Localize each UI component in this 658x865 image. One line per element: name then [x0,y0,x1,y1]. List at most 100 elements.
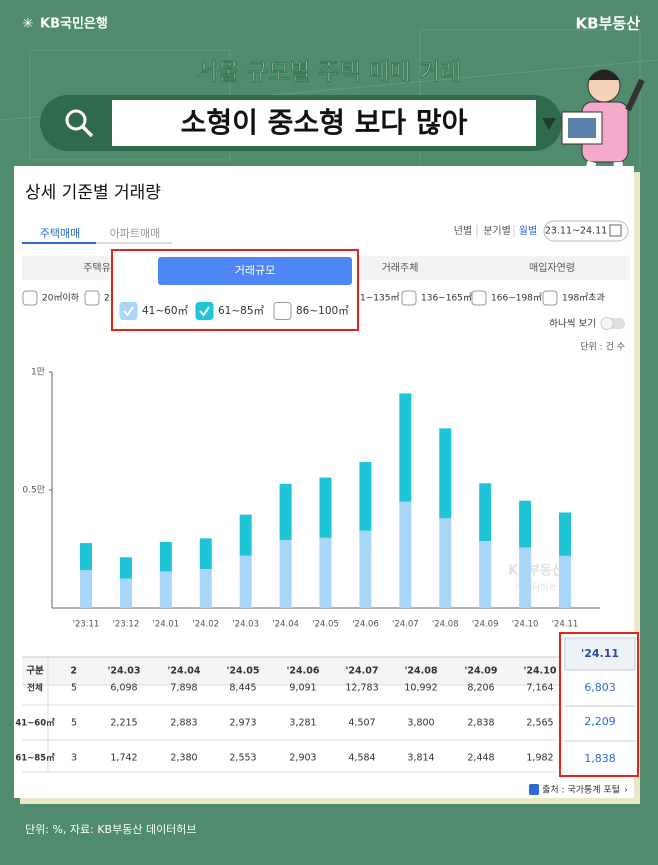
table-cell: 3,281 [289,718,316,729]
table-cell: 10,992 [404,683,437,694]
table-row-label: 전체 [27,683,43,694]
filter-tab-label: 거래규모 [235,264,275,277]
bar-segment [159,541,172,572]
table-cell: 3 [71,753,77,764]
table-cell: 1,742 [110,753,137,764]
x-tick-label: '24.03 [232,620,259,630]
period[interactable]: 년별 [454,225,472,237]
checkbox-label: 136~165㎡ [421,293,472,304]
table-cell: 4,584 [348,753,375,764]
checkbox[interactable] [542,290,558,306]
table-cell: 8,445 [229,683,256,694]
bar-segment [359,462,372,531]
watermark: KB부동산 [508,563,564,579]
x-tick-label: '24.09 [472,620,499,630]
x-tick-label: '24.02 [192,620,219,630]
table-row-label: 61~85㎡ [15,753,55,764]
bar-segment [319,477,332,538]
bar-segment [319,537,332,608]
checkmark [199,306,210,317]
bar-segment [559,555,571,608]
bar-segment [159,571,172,608]
search-icon [65,109,87,131]
bar-segment [399,393,412,502]
bar-segment [359,530,372,608]
checkbox[interactable] [22,290,38,306]
checkbox[interactable] [84,290,100,306]
checkbox-label: 41~60㎡ [142,305,189,317]
bar-segment [119,557,132,579]
calendar-icon [609,224,622,237]
headline: 소형이 중소형 보다 많아 [181,106,468,139]
table-header: '24.05 [227,666,260,677]
table-cell: 2,209 [584,715,616,728]
checkbox-label: 1~135㎡ [360,293,399,304]
source-icon [529,784,539,795]
period[interactable]: 분기별 [483,225,511,237]
x-tick-label: '24.06 [352,620,379,630]
table-cell: 2,565 [526,718,553,729]
dropdown-arrow [542,118,556,130]
tab[interactable]: 주택매매 [40,227,80,240]
bar-segment [439,428,452,519]
source[interactable]: 출처 : 국가통계 포털 [542,784,620,796]
x-tick-label: '24.08 [432,620,459,630]
page-title: 서울 규모별 주택 매매 거래 [197,60,462,86]
bar-segment [479,541,492,608]
y-tick-label: 0.5만 [22,485,45,496]
checkbox-label: 61~85㎡ [218,305,265,317]
table-cell: 3,800 [407,718,434,729]
checkbox[interactable] [471,290,487,306]
search-icon-handle [81,125,94,138]
period[interactable]: 월별 [519,225,537,237]
table-cell: 8,206 [467,683,494,694]
x-tick-label: '24.04 [272,620,299,630]
table-header-bg [22,657,560,685]
table-cell: 1,982 [526,753,553,764]
checkbox-label: 20㎡이하 [42,293,80,304]
checkbox[interactable] [273,302,292,320]
x-tick-label: '23.12 [113,620,140,630]
bar-segment [279,539,292,608]
table-cell: 6,098 [110,683,137,694]
source-arrow: › [624,786,628,796]
checkbox[interactable] [119,302,138,320]
table-cell: 4,507 [348,718,375,729]
table-header: 구분 [26,666,44,677]
search-input [112,100,536,146]
filter-tab[interactable]: 매입자연령 [529,261,575,274]
x-tick-label: '23.11 [73,620,100,630]
date-range: 23.11~24.11 [545,226,607,237]
bar-segment [199,538,212,570]
checkbox[interactable] [401,290,417,306]
bar-segment [519,500,532,548]
filter-tab-active[interactable] [158,257,352,285]
x-tick-label: '24.07 [392,620,419,630]
bar-segment [479,483,492,542]
watermark: 데이터허브 [515,583,556,594]
date-picker[interactable] [543,220,629,242]
table-header: '24.10 [524,666,557,677]
bar-segment [80,543,92,571]
table-header: '24.11 [581,647,619,660]
x-tick-label: '24.10 [512,620,539,630]
toggle-label: 하나씩 보기 [549,318,596,330]
y-tick-label: 1만 [31,367,45,378]
filter-tab[interactable]: 주택유 [83,262,111,274]
filter-tab[interactable]: 거래주체 [382,262,419,274]
bank-star: ✳ [22,16,34,32]
bar-segment [80,570,92,608]
bar-segment [199,569,212,608]
checkbox-label: 198㎡초과 [562,293,605,304]
table-cell: 2,380 [170,753,197,764]
checkmark [123,306,134,317]
tab[interactable]: 아파트매매 [110,227,161,240]
checkbox[interactable] [195,302,214,320]
checkbox-label: 86~100㎡ [296,305,349,317]
unit-label: 단위 : 건 수 [580,342,625,353]
table-cell: 3,814 [407,753,434,764]
checkbox-label: 166~198㎡ [491,293,542,304]
bank-logo: KB국민은행 [40,16,108,32]
table-header: '24.08 [405,666,438,677]
